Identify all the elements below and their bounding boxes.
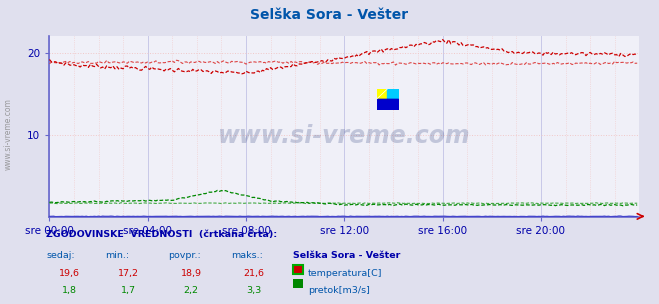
Text: Selška Sora - Vešter: Selška Sora - Vešter [293,251,401,260]
Text: sedaj:: sedaj: [46,251,74,260]
Text: maks.:: maks.: [231,251,262,260]
Text: Selška Sora - Vešter: Selška Sora - Vešter [250,8,409,22]
Text: 1,8: 1,8 [62,286,76,295]
Text: 18,9: 18,9 [181,269,202,278]
Text: ZGODOVINSKE  VREDNOSTI  (črtkana črta):: ZGODOVINSKE VREDNOSTI (črtkana črta): [46,230,277,239]
Text: temperatura[C]: temperatura[C] [308,269,382,278]
Text: 1,7: 1,7 [121,286,136,295]
Text: min.:: min.: [105,251,130,260]
Text: 19,6: 19,6 [59,269,80,278]
Text: pretok[m3/s]: pretok[m3/s] [308,286,370,295]
Text: www.si-vreme.com: www.si-vreme.com [3,98,13,170]
Text: www.si-vreme.com: www.si-vreme.com [218,124,471,148]
Text: povpr.:: povpr.: [168,251,201,260]
Text: 17,2: 17,2 [118,269,139,278]
Text: 2,2: 2,2 [184,286,198,295]
Text: 3,3: 3,3 [246,286,262,295]
Text: 21,6: 21,6 [243,269,264,278]
